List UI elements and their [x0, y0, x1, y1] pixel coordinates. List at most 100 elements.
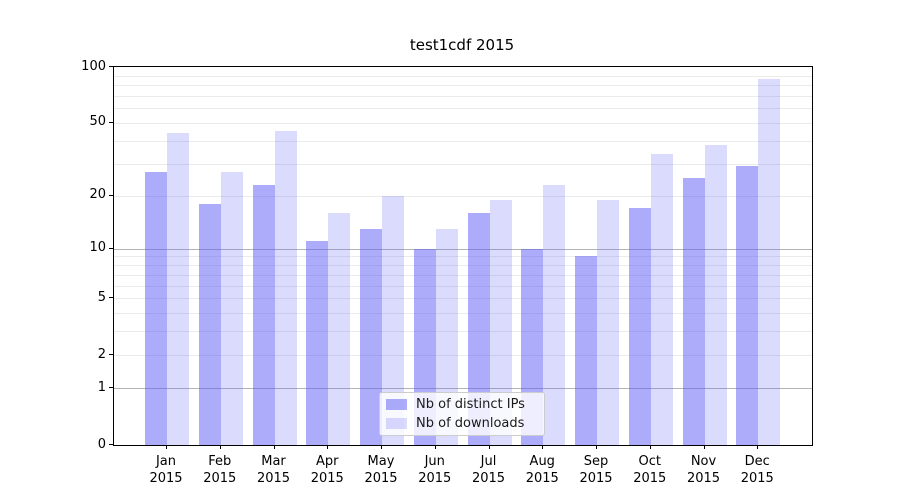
bar-jan-ips — [145, 172, 167, 445]
bar-oct-downloads — [650, 153, 673, 445]
x-tick-year-dec: 2015 — [740, 471, 774, 486]
gridline-minor-50 — [114, 122, 812, 124]
x-tick-label-apr: Apr 2015 — [296, 453, 358, 487]
gridline-minor-40 — [114, 140, 812, 142]
legend-swatch-distinct-ips — [386, 399, 407, 410]
x-tick-label-nov: Nov 2015 — [673, 453, 735, 487]
gridline-minor-60 — [114, 108, 812, 110]
x-tick-mark-sep — [596, 445, 597, 449]
bar-apr-downloads — [328, 212, 351, 445]
x-tick-year-sep: 2015 — [579, 471, 613, 486]
x-tick-year-may: 2015 — [364, 471, 398, 486]
x-tick-year-jan: 2015 — [149, 471, 183, 486]
gridline-major-1 — [114, 388, 812, 390]
bar-feb-downloads — [220, 172, 243, 445]
x-tick-month-may: May — [367, 454, 395, 469]
x-tick-mark-jun — [434, 445, 436, 449]
x-tick-year-jul: 2015 — [471, 471, 506, 486]
x-tick-year-apr: 2015 — [310, 471, 344, 486]
bar-mar-ips — [252, 184, 275, 445]
gridline-minor-80 — [114, 85, 812, 87]
x-tick-mark-jul — [488, 445, 490, 449]
y-tick-label-0: 0 — [97, 436, 106, 452]
bar-feb-ips — [198, 203, 221, 445]
x-tick-month-sep: Sep — [583, 454, 609, 469]
gridline-minor-70 — [114, 95, 812, 97]
x-tick-label-jan: Jan 2015 — [135, 453, 197, 487]
x-tick-month-jun: Jun — [424, 454, 445, 469]
legend-label-downloads: Nb of downloads — [416, 416, 525, 431]
bar-aug-downloads — [543, 184, 566, 445]
x-tick-year-oct: 2015 — [633, 471, 667, 486]
x-tick-month-nov: Nov — [690, 454, 717, 469]
x-tick-label-may: May 2015 — [350, 453, 412, 487]
gridline-minor-7 — [114, 274, 812, 276]
x-tick-month-dec: Dec — [744, 454, 770, 469]
gridline-minor-8 — [114, 265, 812, 267]
bar-oct-ips — [628, 208, 651, 445]
x-tick-label-feb: Feb 2015 — [189, 453, 251, 487]
x-tick-mark-dec — [757, 445, 759, 449]
gridline-minor-2 — [114, 355, 812, 357]
bar-sep-downloads — [597, 199, 619, 445]
bar-dec-ips — [736, 166, 759, 445]
x-tick-month-feb: Feb — [208, 454, 232, 469]
x-tick-mark-feb — [219, 445, 221, 449]
y-tick-mark-10 — [109, 247, 113, 249]
x-tick-year-feb: 2015 — [203, 471, 237, 486]
x-tick-mark-nov — [703, 445, 705, 449]
y-tick-mark-50 — [109, 121, 113, 123]
x-tick-mark-may — [381, 445, 382, 449]
gridline-minor-90 — [114, 75, 812, 77]
x-tick-year-nov: 2015 — [686, 471, 721, 486]
y-tick-mark-2 — [109, 354, 113, 356]
gridline-minor-9 — [114, 256, 812, 258]
bar-apr-ips — [306, 241, 329, 445]
y-tick-label-10: 10 — [89, 240, 106, 256]
legend-item-distinct-ips: Nb of distinct IPs — [386, 397, 538, 412]
x-tick-year-aug: 2015 — [525, 471, 559, 486]
bar-nov-ips — [682, 178, 705, 445]
bar-nov-downloads — [704, 144, 727, 445]
y-tick-mark-20 — [109, 194, 113, 196]
x-tick-year-mar: 2015 — [256, 471, 291, 486]
y-tick-mark-1 — [109, 387, 113, 389]
chart-title: test1cdf 2015 — [409, 36, 515, 54]
x-tick-mark-aug — [542, 445, 544, 449]
gridline-major-10 — [114, 248, 812, 250]
x-tick-month-oct: Oct — [638, 454, 661, 469]
y-tick-mark-0 — [109, 444, 113, 445]
bar-mar-downloads — [274, 131, 297, 445]
y-tick-label-20: 20 — [89, 187, 106, 203]
gridline-minor-3 — [114, 331, 812, 333]
y-tick-mark-100 — [109, 66, 113, 67]
x-tick-label-jun: Jun 2015 — [404, 453, 466, 487]
gridline-minor-30 — [114, 163, 812, 165]
legend-swatch-downloads — [386, 418, 407, 429]
x-tick-mark-jan — [166, 445, 167, 449]
x-tick-label-jul: Jul 2015 — [458, 453, 520, 487]
x-tick-label-oct: Oct 2015 — [619, 453, 681, 487]
bar-jan-downloads — [167, 133, 189, 445]
legend-label-distinct-ips: Nb of distinct IPs — [416, 397, 525, 412]
y-tick-label-50: 50 — [89, 114, 106, 130]
x-tick-mark-oct — [649, 445, 651, 449]
bar-may-ips — [360, 228, 382, 445]
x-tick-year-jun: 2015 — [418, 471, 452, 486]
x-tick-label-sep: Sep 2015 — [565, 453, 627, 487]
y-tick-label-1: 1 — [97, 379, 106, 395]
bar-may-downloads — [382, 195, 404, 445]
bar-jul-ips — [467, 212, 490, 445]
x-tick-mark-mar — [273, 445, 275, 449]
bar-dec-downloads — [758, 79, 781, 445]
bar-jul-downloads — [489, 199, 512, 445]
bar-sep-ips — [575, 256, 597, 445]
bar-jun-downloads — [435, 228, 458, 445]
x-tick-month-jul: Jul — [480, 454, 497, 469]
gridline-minor-4 — [114, 313, 812, 315]
y-tick-label-100: 100 — [81, 58, 106, 74]
x-tick-label-aug: Aug 2015 — [511, 453, 573, 487]
x-tick-mark-apr — [327, 445, 329, 449]
gridline-minor-20 — [114, 195, 812, 197]
